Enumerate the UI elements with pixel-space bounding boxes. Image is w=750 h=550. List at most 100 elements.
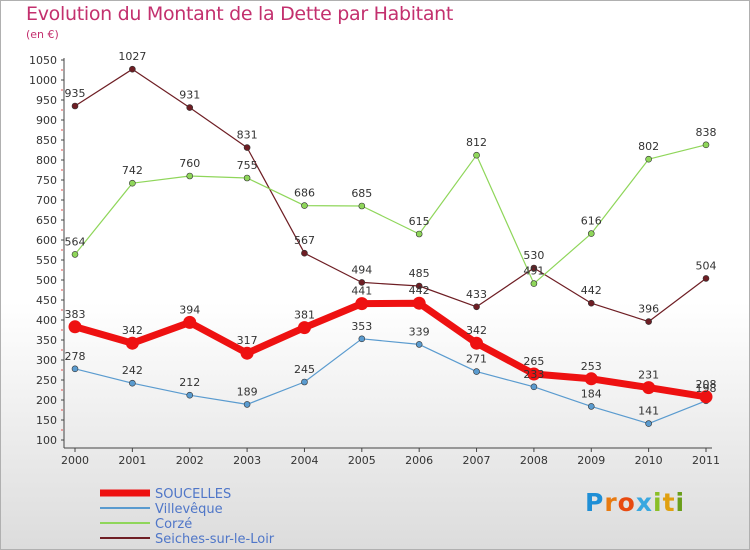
data-point: [470, 336, 484, 350]
y-tick-label: 200: [36, 394, 57, 407]
y-tick-label: 1000: [29, 74, 57, 87]
data-label: 931: [179, 89, 200, 102]
data-point: [129, 179, 136, 187]
x-tick-label: 2011: [692, 454, 720, 467]
y-tick-label: 250: [36, 374, 57, 387]
legend-label: Villevêque: [155, 502, 223, 517]
y-tick-label: 950: [36, 94, 57, 107]
data-label: 253: [581, 360, 602, 373]
data-label: 381: [294, 309, 315, 322]
data-point: [186, 104, 194, 111]
data-label: 567: [294, 234, 315, 247]
data-label: 442: [409, 284, 430, 297]
data-point: [301, 249, 308, 257]
data-label: 339: [409, 325, 430, 338]
data-label: 383: [65, 308, 86, 321]
data-point: [645, 155, 652, 163]
x-tick-label: 2005: [348, 454, 376, 467]
y-tick-label: 800: [36, 154, 57, 167]
data-label: 265: [523, 355, 544, 368]
y-tick-label: 1050: [29, 54, 57, 67]
x-tick-label: 2009: [577, 454, 605, 467]
data-point: [243, 144, 251, 151]
data-label: 342: [122, 324, 143, 337]
data-label: 233: [523, 368, 544, 381]
data-point: [473, 151, 480, 159]
data-point: [530, 383, 538, 391]
y-tick-label: 900: [36, 114, 57, 127]
y-tick-label: 850: [36, 134, 57, 147]
data-point: [240, 346, 254, 360]
data-label: 1027: [118, 50, 146, 63]
y-tick-label: 150: [36, 414, 57, 427]
x-tick-label: 2002: [176, 454, 204, 467]
data-point: [243, 174, 251, 182]
y-tick-label: 100: [36, 434, 57, 447]
data-label: 342: [466, 324, 487, 337]
data-point: [473, 368, 480, 375]
legend-label: SOUCELLES: [155, 487, 231, 502]
y-tick-label: 700: [36, 194, 57, 207]
data-label: 278: [65, 350, 86, 363]
chart-title: Evolution du Montant de la Dette par Hab…: [26, 3, 454, 25]
series-line-villev-que: [74, 338, 707, 425]
data-label: 686: [294, 187, 315, 200]
data-point: [587, 299, 595, 307]
y-tick-label: 350: [36, 334, 57, 347]
data-label: 353: [351, 320, 372, 333]
data-point: [527, 367, 541, 381]
data-point: [584, 372, 598, 386]
data-label: 441: [351, 285, 372, 298]
legend-label: Corzé: [155, 517, 192, 532]
data-label: 615: [409, 215, 430, 228]
data-point: [355, 297, 369, 311]
data-point: [358, 335, 366, 343]
data-label: 494: [351, 263, 372, 276]
data-point: [186, 391, 194, 399]
series-line-soucelles: [74, 299, 707, 401]
data-label: 242: [122, 364, 143, 377]
data-label: 212: [179, 376, 200, 389]
x-tick-label: 2006: [405, 454, 433, 467]
data-label: 742: [122, 164, 143, 177]
data-label: 317: [237, 334, 258, 347]
series-line-seiches-sur-le-loir: [74, 68, 707, 323]
x-tick-label: 2007: [463, 454, 491, 467]
data-point: [415, 230, 423, 238]
data-point: [71, 365, 79, 373]
data-point: [415, 341, 423, 348]
data-label: 485: [409, 267, 430, 280]
data-point: [125, 336, 139, 350]
data-label: 564: [65, 235, 86, 248]
proxiti-logo: Proxiti: [585, 488, 686, 517]
data-point: [71, 102, 79, 110]
data-point: [71, 251, 79, 258]
data-label: 685: [351, 187, 372, 200]
data-label: 616: [581, 215, 602, 228]
data-point: [645, 318, 652, 325]
data-point: [358, 279, 366, 286]
data-label: 208: [696, 378, 717, 391]
data-label: 394: [179, 303, 200, 316]
data-point: [587, 230, 595, 237]
chart-unit: (en €): [26, 28, 59, 41]
x-tick-label: 2008: [520, 454, 548, 467]
data-label: 831: [237, 129, 258, 142]
data-point: [186, 172, 194, 180]
data-label: 184: [581, 387, 602, 400]
y-tick-label: 600: [36, 234, 57, 247]
data-point: [473, 303, 480, 311]
data-label: 838: [696, 126, 717, 139]
data-point: [645, 420, 652, 427]
data-point: [68, 320, 82, 334]
data-label: 141: [638, 405, 659, 418]
y-tick-label: 450: [36, 294, 57, 307]
data-label: 198: [696, 382, 717, 395]
x-tick-label: 2000: [61, 454, 89, 467]
data-label: 802: [638, 140, 659, 153]
data-label: 442: [581, 284, 602, 297]
data-label: 231: [638, 369, 659, 382]
data-point: [129, 65, 136, 73]
